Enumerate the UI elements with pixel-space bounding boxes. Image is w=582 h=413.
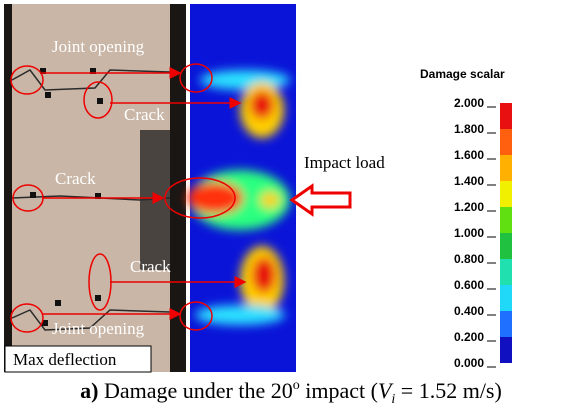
caption-text: impact ( bbox=[300, 378, 378, 403]
label: Max deflection bbox=[13, 350, 117, 369]
impact-arrow bbox=[292, 186, 350, 214]
colorbar-tick-label: 0.200 bbox=[454, 330, 484, 344]
legend-title: Damage scalar bbox=[420, 67, 505, 81]
colorbar-tick-label: 0.000 bbox=[454, 356, 484, 370]
caption-text: = 1.52 m/s) bbox=[395, 378, 502, 403]
figure: Joint opening Crack Crack Crack Joint op… bbox=[0, 0, 582, 413]
impact-label: Impact load bbox=[304, 153, 385, 172]
colorbar-tick-label: 2.000 bbox=[454, 96, 484, 110]
label: Joint opening bbox=[52, 37, 145, 56]
colorbar-tick-label: 0.400 bbox=[454, 304, 484, 318]
colorbar-tick-label: 1.600 bbox=[454, 148, 484, 162]
caption-degree: o bbox=[293, 378, 300, 393]
label: Crack bbox=[55, 169, 96, 188]
label: Joint opening bbox=[52, 319, 145, 338]
colorbar-tick-label: 1.800 bbox=[454, 122, 484, 136]
caption-text: Damage under the 20 bbox=[98, 378, 292, 403]
label: Crack bbox=[124, 105, 165, 124]
caption: a) Damage under the 20o impact (Vi = 1.5… bbox=[80, 378, 502, 407]
colorbar bbox=[500, 103, 512, 363]
colorbar-tick-label: 1.000 bbox=[454, 226, 484, 240]
label: Crack bbox=[130, 257, 171, 276]
colorbar-tick-label: 1.400 bbox=[454, 174, 484, 188]
caption-label: a) bbox=[80, 378, 98, 403]
colorbar-tick-label: 1.200 bbox=[454, 200, 484, 214]
colorbar-tick-label: 0.800 bbox=[454, 252, 484, 266]
colorbar-tick-label: 0.600 bbox=[454, 278, 484, 292]
